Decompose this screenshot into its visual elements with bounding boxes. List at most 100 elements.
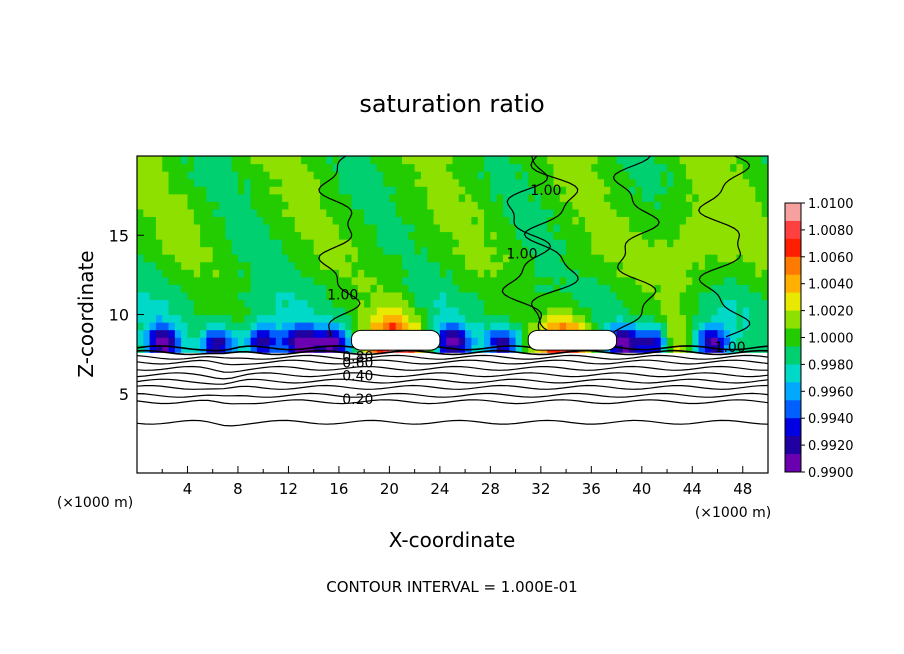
heat-cell (622, 352, 630, 361)
heat-cell (547, 276, 555, 285)
heat-cell (591, 201, 599, 210)
heat-cell (667, 299, 674, 308)
heat-cell (357, 186, 365, 195)
heat-cell (338, 397, 346, 406)
heat-cell (288, 306, 296, 316)
heat-cell (597, 178, 605, 187)
heat-cell (578, 291, 586, 301)
heat-cell (137, 269, 144, 278)
heat-cell (515, 156, 523, 165)
heat-cell (313, 457, 321, 467)
heat-cell (137, 223, 144, 233)
heat-cell (679, 435, 687, 444)
heat-cell (351, 382, 359, 391)
heat-cell (402, 231, 409, 240)
heat-cell (269, 223, 277, 233)
plot-area: 1.001.001.001.000.800.600.400.20 (137, 156, 768, 473)
heat-cell (269, 337, 277, 346)
heat-cell (717, 269, 725, 278)
heat-cell (502, 178, 510, 187)
heat-cell (610, 261, 618, 270)
heat-cell (610, 239, 618, 248)
heat-cell (219, 322, 226, 331)
heat-cell (654, 201, 662, 210)
heat-cell (282, 231, 290, 240)
heat-cell (509, 322, 517, 331)
heat-cell (187, 231, 195, 240)
heat-cell (547, 156, 555, 165)
heat-cell (603, 442, 611, 451)
heat-cell (730, 201, 738, 210)
heat-cell (616, 322, 624, 331)
heat-cell (679, 171, 687, 180)
heat-cell (484, 465, 491, 473)
heat-cell (231, 193, 239, 202)
heat-cell (364, 457, 372, 467)
heat-cell (364, 374, 372, 384)
heat-cell (490, 412, 498, 421)
heat-cell (679, 231, 687, 240)
heat-cell (193, 276, 201, 285)
heat-cell (730, 193, 738, 202)
heat-cell (389, 239, 397, 248)
heat-cell (654, 352, 662, 361)
heat-cell (692, 216, 700, 225)
heat-cell (730, 261, 738, 270)
heat-cell (439, 163, 447, 172)
heat-cell (370, 216, 378, 225)
heat-cell (446, 163, 454, 172)
heat-cell (168, 427, 176, 436)
heat-cell (685, 239, 693, 248)
heat-cell (509, 299, 517, 308)
heat-cell (212, 246, 220, 255)
heat-cell (200, 284, 208, 293)
heat-cell (742, 435, 750, 444)
heat-cell (219, 269, 226, 278)
heat-cell (143, 412, 151, 421)
heat-cell (578, 322, 586, 331)
heat-cell (174, 261, 182, 270)
heat-cell (420, 450, 428, 459)
heat-cell (263, 239, 271, 248)
heat-cell (275, 231, 283, 240)
heat-cell (181, 276, 189, 285)
heat-cell (225, 389, 233, 399)
heat-cell (534, 269, 542, 278)
heat-cell (648, 223, 656, 233)
heat-cell (641, 442, 649, 451)
heat-cell (603, 450, 611, 459)
heat-cell (490, 442, 498, 451)
heat-cell (566, 231, 573, 240)
heat-cell (730, 231, 738, 240)
heat-cell (534, 276, 542, 285)
heat-cell (269, 186, 277, 195)
heat-cell (742, 269, 750, 278)
heat-cell (351, 322, 359, 331)
heat-cell (193, 374, 201, 384)
heat-cell (269, 201, 277, 210)
heat-cell (370, 284, 378, 293)
heat-cell (376, 291, 384, 301)
heat-cell (667, 171, 674, 180)
heat-cell (717, 291, 725, 301)
heat-cell (155, 314, 163, 323)
heat-cell (660, 299, 668, 308)
heat-cell (313, 450, 321, 459)
heat-cell (326, 306, 334, 316)
heat-cell (357, 352, 365, 361)
heat-cell (237, 163, 245, 172)
heat-cell (187, 367, 195, 376)
heat-cell (395, 208, 403, 217)
heat-cell (471, 412, 479, 421)
heat-cell (231, 397, 239, 406)
heat-cell (275, 352, 283, 361)
heat-cell (496, 284, 504, 293)
heat-cell (641, 420, 649, 429)
heat-cell (585, 171, 592, 180)
heat-cell (433, 231, 441, 240)
heat-cell (168, 389, 176, 399)
heat-cell (345, 193, 353, 202)
heat-cell (566, 276, 573, 285)
heat-cell (502, 156, 510, 165)
heat-cell (395, 465, 403, 473)
